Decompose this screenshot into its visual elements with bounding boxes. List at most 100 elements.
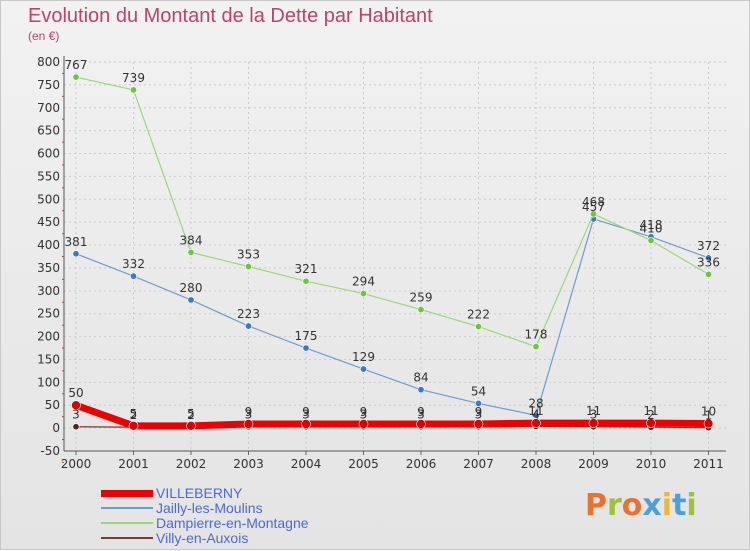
data-label-villy-en-auxois: 2 (187, 408, 195, 422)
chart-subtitle: (en €) (28, 29, 60, 43)
y-tick-label: 700 (37, 101, 60, 115)
point-villeberny (71, 400, 81, 411)
series-line-dampierre-en-montagne (75, 76, 710, 348)
x-tick-label: 2004 (291, 457, 322, 471)
y-tick-label: 0 (52, 421, 60, 435)
legend-label: Dampierre-en-Montagne (156, 515, 309, 531)
point-villeberny (473, 419, 484, 429)
point-villeberny (301, 419, 311, 429)
y-tick-label: 550 (37, 169, 60, 183)
data-label-dampierre-en-montagne: 468 (582, 195, 605, 209)
data-label-villy-en-auxois: 2 (647, 408, 655, 422)
x-tick-label: 2002 (176, 457, 207, 471)
point-dampierre-en-montagne (474, 323, 482, 331)
y-tick-label: 100 (37, 375, 60, 389)
y-tick-label: 400 (37, 238, 60, 252)
y-tick-label: 250 (37, 307, 60, 321)
point-dampierre-en-montagne (359, 290, 367, 298)
legend-swatch (101, 522, 153, 524)
point-jailly-les-moulins (245, 322, 253, 330)
data-label-jailly-les-moulins: 372 (697, 239, 720, 253)
data-label-villy-en-auxois: 3 (72, 408, 80, 422)
point-dampierre-en-montagne (417, 306, 425, 314)
grid-lines (64, 61, 726, 452)
data-label-jailly-les-moulins: 129 (352, 350, 375, 364)
y-tick-label: 750 (37, 78, 60, 92)
legend-swatch (101, 507, 153, 509)
legend-label: Jailly-les-Moulins (156, 500, 263, 516)
point-villeberny (358, 419, 369, 429)
y-tick-label: 800 (37, 55, 60, 69)
data-label-jailly-les-moulins: 457 (582, 200, 605, 214)
x-tick-label: 2011 (693, 457, 724, 471)
point-villeberny (243, 419, 254, 429)
x-tick-label: 2003 (233, 457, 264, 471)
data-label-villeberny: 9 (302, 405, 310, 419)
data-label-villeberny: 5 (187, 407, 195, 421)
y-tick-label: 650 (37, 124, 60, 138)
point-dampierre-en-montagne (245, 263, 253, 271)
y-tick-label: 150 (37, 352, 60, 366)
point-villeberny (128, 421, 139, 431)
point-jailly-les-moulins (302, 344, 310, 352)
point-jailly-les-moulins (130, 272, 138, 280)
data-label-jailly-les-moulins: 28 (528, 396, 543, 410)
data-label-dampierre-en-montagne: 222 (467, 308, 490, 322)
y-tick-label: 600 (37, 147, 60, 161)
data-label-villeberny: 11 (586, 404, 601, 418)
y-tick-label: 450 (37, 215, 60, 229)
data-label-dampierre-en-montagne: 739 (122, 71, 145, 85)
data-label-villy-en-auxois: 4 (532, 407, 540, 421)
point-jailly-les-moulins (187, 296, 195, 304)
y-tick-label: 300 (37, 284, 60, 298)
data-label-dampierre-en-montagne: 410 (640, 221, 663, 235)
data-label-villeberny: 9 (475, 405, 483, 419)
point-dampierre-en-montagne (302, 277, 310, 285)
point-jailly-les-moulins (72, 250, 80, 258)
point-villeberny (416, 419, 426, 429)
data-label-villy-en-auxois: 1 (705, 409, 713, 423)
data-label-villy-en-auxois: 3 (360, 408, 368, 422)
x-tick-label: 2001 (118, 457, 149, 471)
y-tick-label: -50 (40, 444, 60, 458)
legend-swatch (101, 537, 153, 539)
data-label-dampierre-en-montagne: 294 (352, 275, 375, 289)
point-dampierre-en-montagne (589, 210, 597, 218)
point-jailly-les-moulins (417, 386, 425, 394)
data-label-villy-en-auxois: 3 (302, 408, 310, 422)
data-labels: 3813322802231751298454284574183727677393… (65, 58, 720, 423)
data-label-villeberny: 9 (360, 405, 368, 419)
data-label-villeberny: 5 (130, 407, 138, 421)
point-villeberny (646, 418, 656, 428)
series-line-villeberny (72, 401, 712, 430)
data-label-villeberny: 9 (245, 405, 253, 419)
y-tick-label: 500 (37, 192, 60, 206)
data-label-dampierre-en-montagne: 384 (180, 233, 203, 247)
point-jailly-les-moulins (704, 254, 712, 262)
proxiti-logo: Proxiti (585, 488, 697, 523)
data-label-villy-en-auxois: 3 (245, 408, 253, 422)
data-label-jailly-les-moulins: 381 (65, 235, 88, 249)
data-label-villy-en-auxois: 3 (475, 408, 483, 422)
point-jailly-les-moulins (474, 399, 482, 407)
data-label-jailly-les-moulins: 84 (413, 371, 428, 385)
point-dampierre-en-montagne (647, 236, 655, 244)
legend-label: Villy-en-Auxois (156, 530, 249, 546)
data-label-jailly-les-moulins: 175 (295, 329, 318, 343)
data-label-jailly-les-moulins: 332 (122, 257, 145, 271)
data-label-jailly-les-moulins: 280 (180, 281, 203, 295)
x-tick-label: 2000 (61, 457, 92, 471)
data-label-villeberny: 9 (417, 405, 425, 419)
point-villeberny (531, 418, 541, 428)
point-villeberny (703, 418, 714, 429)
data-label-dampierre-en-montagne: 259 (410, 291, 433, 305)
data-label-villeberny: 11 (643, 404, 658, 418)
data-label-jailly-les-moulins: 223 (237, 307, 260, 321)
data-label-dampierre-en-montagne: 321 (295, 262, 318, 276)
data-label-jailly-les-moulins: 418 (640, 218, 663, 232)
x-tick-label: 2005 (348, 457, 379, 471)
y-tick-label: 50 (45, 398, 60, 412)
y-tick-label: 200 (37, 330, 60, 344)
point-jailly-les-moulins (359, 365, 367, 373)
